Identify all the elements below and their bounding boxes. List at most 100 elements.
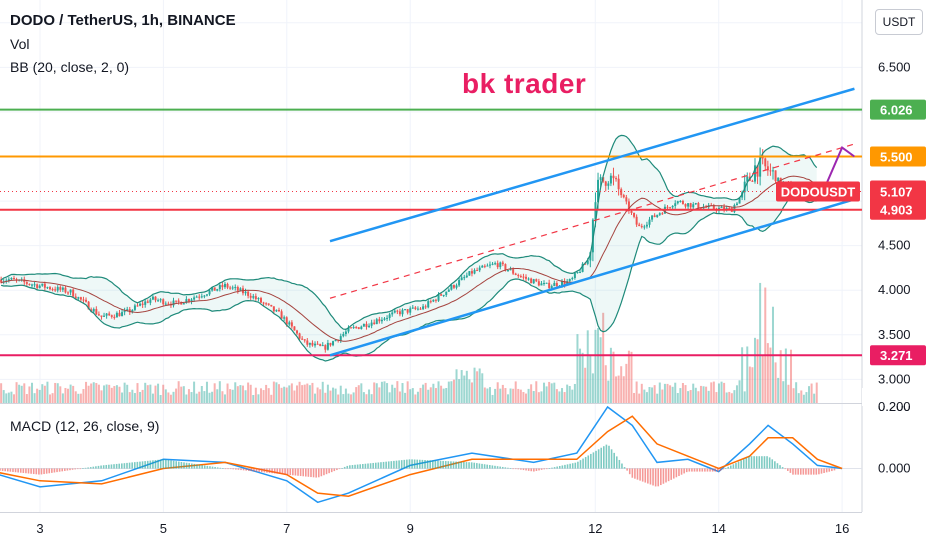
volume-bar-275 xyxy=(707,390,710,403)
macd-hist-131 xyxy=(323,468,325,476)
candle-body-104 xyxy=(267,303,270,305)
macd-hist-304 xyxy=(771,459,774,469)
macd-hist-183 xyxy=(457,461,460,469)
volume-bar-224 xyxy=(576,334,579,403)
macd-hist-36 xyxy=(76,468,79,470)
candle-body-153 xyxy=(393,310,396,313)
volume-bar-129 xyxy=(332,387,335,403)
macd-hist-137 xyxy=(338,468,341,470)
candle-body-257 xyxy=(661,213,664,215)
macd-hist-195 xyxy=(488,465,491,469)
candle-body-30 xyxy=(77,297,80,299)
macd-hist-184 xyxy=(460,461,463,469)
volume-bar-186 xyxy=(478,368,481,403)
volume-bar-214 xyxy=(550,383,553,403)
volume-bar-287 xyxy=(738,380,741,403)
volume-bar-96 xyxy=(247,382,250,403)
macd-hist-163 xyxy=(406,459,408,469)
volume-bar-118 xyxy=(303,384,306,403)
candle-body-77 xyxy=(198,296,201,298)
volume-bar-133 xyxy=(342,394,345,403)
candle-body-178 xyxy=(458,280,461,286)
currency-unit-button[interactable]: USDT xyxy=(875,9,923,35)
macd-hist-81 xyxy=(193,463,196,469)
candle-body-73 xyxy=(187,299,190,302)
candle-body-112 xyxy=(288,322,291,325)
macd-hist-279 xyxy=(706,468,709,472)
volume-bar-160 xyxy=(411,388,414,403)
volume-bar-168 xyxy=(432,383,435,403)
macd-hist-213 xyxy=(535,468,538,471)
macd-hist-41 xyxy=(89,467,92,469)
macd-hist-49 xyxy=(110,464,113,469)
macd-hist-150 xyxy=(372,462,374,469)
macd-hist-11 xyxy=(12,468,14,472)
macd-hist-109 xyxy=(266,468,268,473)
macd-hist-168 xyxy=(419,459,421,469)
volume-bar-213 xyxy=(548,381,551,403)
candle-body-31 xyxy=(79,297,82,300)
candle-body-69 xyxy=(177,300,180,302)
volume-bar-243 xyxy=(625,363,628,403)
macd-hist-39 xyxy=(84,467,87,469)
macd-hist-9 xyxy=(6,468,9,472)
projection-arrow xyxy=(822,146,855,191)
macd-hist-208 xyxy=(522,468,525,471)
candle-body-185 xyxy=(476,270,479,272)
volume-bar-289 xyxy=(743,391,746,403)
candle-body-215 xyxy=(553,282,556,287)
macd-hist-230 xyxy=(579,460,582,469)
candle-body-245 xyxy=(630,210,633,213)
candle-body-168 xyxy=(432,299,435,302)
volume-bar-155 xyxy=(398,391,401,403)
macd-legend[interactable]: MACD (12, 26, close, 9) xyxy=(10,418,160,434)
volume-bar-0 xyxy=(0,383,3,403)
volume-bar-181 xyxy=(465,370,468,403)
macd-hist-161 xyxy=(400,460,403,469)
candle-body-260 xyxy=(669,207,672,209)
volume-bar-264 xyxy=(679,388,682,403)
volume-bar-13 xyxy=(33,393,36,403)
volume-bar-80 xyxy=(205,381,208,403)
time-tick-0: 3 xyxy=(36,521,43,536)
macd-hist-306 xyxy=(776,463,779,469)
volume-bar-216 xyxy=(555,389,558,403)
macd-hist-309 xyxy=(784,468,787,470)
symbol-tag: DODOUSDT xyxy=(781,185,855,200)
volume-bar-139 xyxy=(357,385,360,403)
volume-bar-106 xyxy=(272,381,275,403)
volume-legend[interactable]: Vol xyxy=(10,36,30,52)
candle-body-68 xyxy=(175,300,178,302)
macd-hist-263 xyxy=(665,468,667,483)
macd-hist-90 xyxy=(216,467,219,469)
volume-bar-215 xyxy=(553,382,556,403)
macd-hist-99 xyxy=(240,468,242,471)
macd-hist-328 xyxy=(833,468,836,471)
candle-body-176 xyxy=(452,285,455,288)
macd-hist-111 xyxy=(271,468,273,474)
candle-body-133 xyxy=(342,334,345,337)
macd-hist-233 xyxy=(587,455,590,469)
volume-bar-29 xyxy=(74,391,77,403)
volume-bar-171 xyxy=(440,385,443,403)
candle-body-88 xyxy=(226,283,229,288)
volume-bar-97 xyxy=(249,384,252,403)
volume-bar-281 xyxy=(723,382,726,403)
volume-bar-248 xyxy=(638,393,641,403)
candle-body-166 xyxy=(427,301,430,308)
symbol-title[interactable]: DODO / TetherUS, 1h, BINANCE xyxy=(10,12,236,29)
bollinger-legend[interactable]: BB (20, close, 2, 0) xyxy=(10,59,130,75)
volume-bar-256 xyxy=(658,382,661,403)
candle-body-149 xyxy=(383,318,386,320)
macd-hist-303 xyxy=(768,457,771,469)
volume-bar-151 xyxy=(388,392,391,403)
macd-hist-85 xyxy=(203,465,206,469)
macd-hist-234 xyxy=(590,453,592,469)
macd-hist-19 xyxy=(32,468,35,475)
volume-bar-122 xyxy=(314,393,317,403)
candle-body-127 xyxy=(326,342,329,350)
candle-body-247 xyxy=(635,216,638,225)
volume-bar-242 xyxy=(622,376,625,403)
volume-bar-141 xyxy=(362,392,365,403)
candle-body-137 xyxy=(352,327,355,329)
